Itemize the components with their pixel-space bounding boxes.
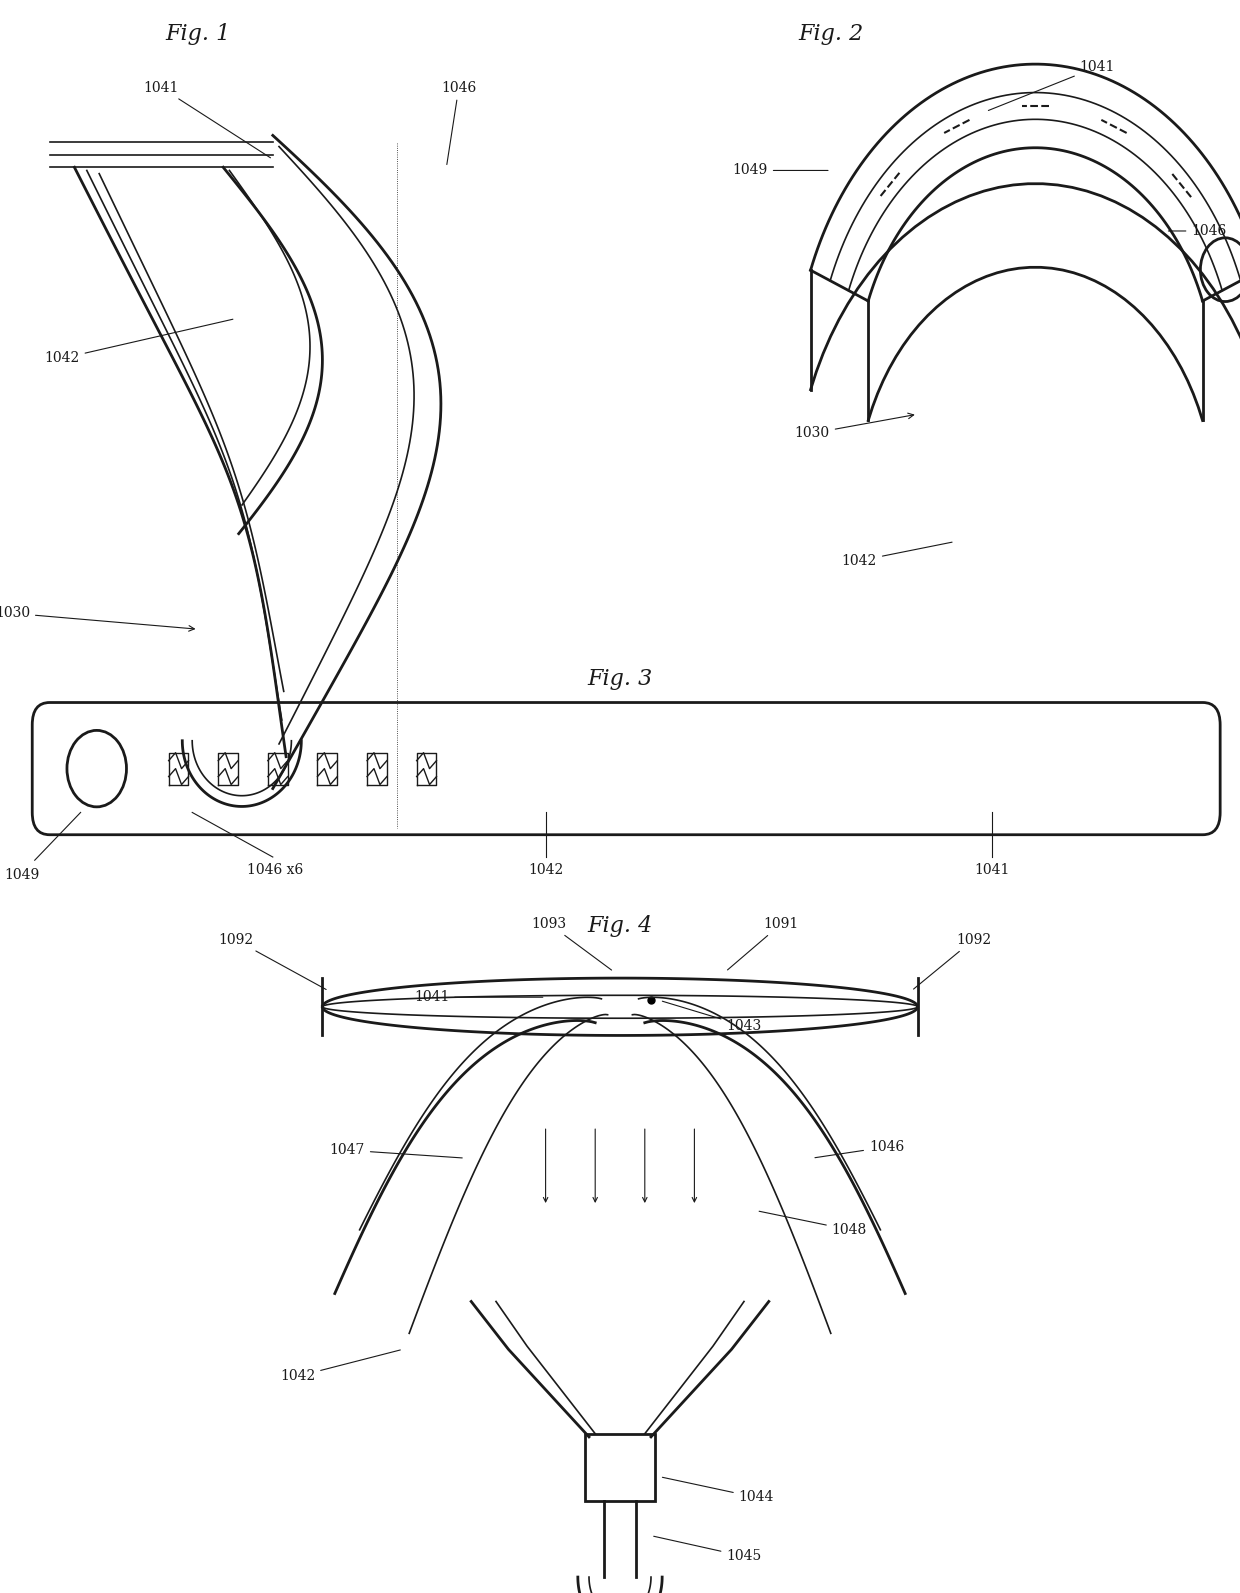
Text: 1030: 1030	[795, 413, 914, 440]
Text: 1044: 1044	[662, 1477, 774, 1504]
Text: 1092: 1092	[218, 933, 326, 989]
Text: 1046: 1046	[1168, 225, 1226, 237]
Text: 1041: 1041	[975, 863, 1009, 878]
Text: Fig. 2: Fig. 2	[799, 22, 863, 45]
Text: 1049: 1049	[5, 868, 40, 883]
Text: 1041: 1041	[144, 81, 270, 158]
Text: 1047: 1047	[330, 1144, 463, 1158]
Bar	[585, 1434, 655, 1501]
Text: 1045: 1045	[653, 1536, 761, 1563]
Text: 1092: 1092	[914, 933, 991, 989]
Text: 1042: 1042	[45, 319, 233, 365]
Text: Fig. 1: Fig. 1	[166, 22, 231, 45]
Text: 1049: 1049	[733, 164, 828, 177]
Text: 1046: 1046	[815, 1141, 904, 1158]
Text: 1046 x6: 1046 x6	[247, 863, 304, 878]
FancyBboxPatch shape	[32, 703, 1220, 835]
Text: 1042: 1042	[842, 542, 952, 567]
Text: 1042: 1042	[528, 863, 563, 878]
Text: 1030: 1030	[0, 607, 195, 631]
Text: 1043: 1043	[662, 1002, 761, 1032]
Text: 1046: 1046	[441, 81, 476, 164]
Text: 1091: 1091	[728, 918, 799, 970]
Text: 1041: 1041	[414, 991, 543, 1004]
Text: Fig. 3: Fig. 3	[588, 667, 652, 690]
Text: 1042: 1042	[280, 1349, 401, 1383]
Text: 1041: 1041	[988, 61, 1115, 110]
Text: 1048: 1048	[759, 1211, 867, 1236]
Text: 1093: 1093	[532, 918, 611, 970]
Text: Fig. 4: Fig. 4	[588, 914, 652, 937]
